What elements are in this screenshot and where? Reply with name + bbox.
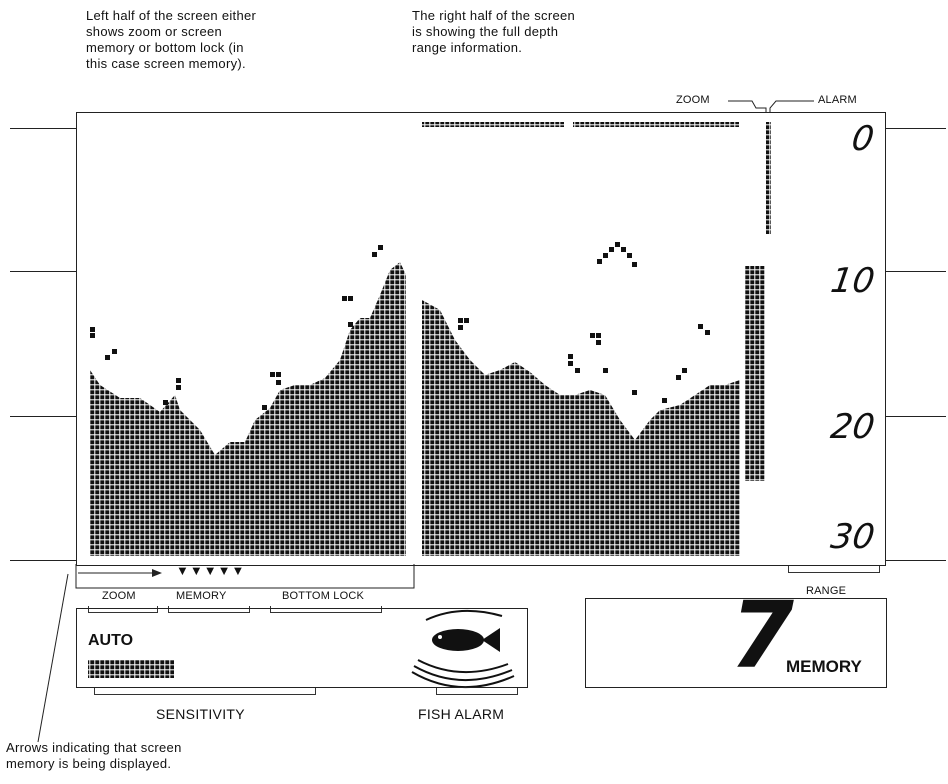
sensitivity-mode: AUTO — [88, 632, 134, 649]
range-bottom-echo — [422, 300, 740, 556]
arrows-callout-line — [37, 573, 69, 743]
zoom-mode-bracket — [88, 606, 158, 613]
sensitivity-caption: SENSITIVITY — [156, 706, 245, 722]
sensitivity-bar — [88, 660, 174, 678]
zoom-range-bar — [745, 266, 765, 481]
zoom-mode-label: ZOOM — [102, 590, 136, 602]
ref-line-30-right — [886, 560, 946, 561]
range-label: RANGE — [806, 585, 847, 597]
range-fish-targets — [458, 242, 710, 403]
arrow-pointer-head — [152, 569, 162, 577]
alarm-leader-line — [769, 100, 814, 112]
memory-display-label: MEMORY — [786, 657, 862, 676]
screen-split-notch — [75, 564, 415, 589]
status-panel — [76, 608, 528, 688]
arrows-note: Arrows indicating that screen memory is … — [6, 740, 182, 771]
ref-line-0-left — [10, 128, 76, 129]
fish-alarm-bracket — [436, 688, 518, 695]
ref-line-20-left — [10, 416, 76, 417]
zoom-leader-line — [728, 100, 767, 112]
memory-display-panel — [585, 598, 887, 688]
lcd-screen — [76, 112, 886, 566]
alarm-top-label: ALARM — [818, 94, 857, 106]
memory-mode-bracket — [168, 606, 250, 613]
fish-alarm-caption: FISH ALARM — [418, 706, 505, 722]
bottom-lock-mode-label: BOTTOM LOCK — [282, 590, 365, 602]
surface-clutter — [422, 122, 739, 127]
memory-bottom-echo — [90, 262, 406, 556]
left-half-note: Left half of the screen either shows zoo… — [86, 8, 257, 71]
bottom-lock-mode-bracket — [270, 606, 382, 613]
zoom-top-label: ZOOM — [676, 94, 710, 106]
range-bracket — [788, 566, 880, 573]
right-half-note: The right half of the screen is showing … — [412, 8, 576, 55]
ref-line-30-left — [10, 560, 76, 561]
ref-line-10-left — [10, 271, 76, 272]
fish-alarm-icon — [411, 609, 515, 689]
memory-mode-label: MEMORY — [176, 590, 227, 602]
alarm-depth-column — [766, 122, 771, 234]
fish-icon — [432, 628, 500, 652]
ref-line-20-right — [886, 416, 946, 417]
ref-line-10-right — [886, 271, 946, 272]
memory-number: 7 — [730, 582, 795, 689]
memory-arrows: ▼▼▼▼▼ — [176, 563, 246, 578]
sensitivity-bracket — [94, 688, 316, 695]
memory-fish-targets — [90, 245, 383, 410]
ref-line-0-right — [886, 128, 946, 129]
